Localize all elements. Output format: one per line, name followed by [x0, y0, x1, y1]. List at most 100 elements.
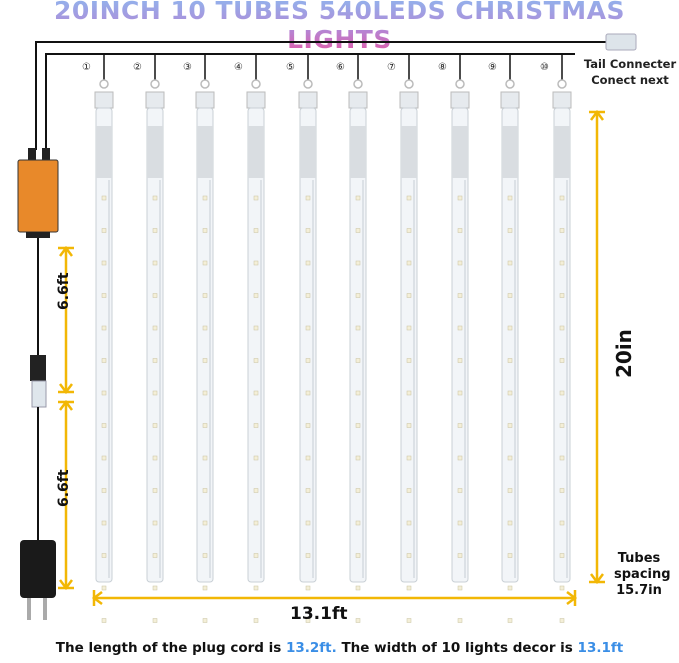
led — [457, 293, 463, 298]
led — [507, 293, 513, 298]
led — [355, 520, 361, 526]
led — [559, 325, 565, 331]
led — [101, 325, 107, 331]
led — [457, 423, 463, 428]
led — [355, 325, 361, 331]
led — [406, 293, 412, 298]
led — [152, 325, 158, 331]
tube-number: ⑧ — [438, 62, 447, 73]
led — [253, 358, 259, 363]
led — [559, 455, 565, 461]
led — [355, 423, 361, 428]
led — [305, 228, 311, 233]
led — [101, 585, 107, 591]
led — [152, 585, 158, 591]
led — [507, 325, 513, 331]
hanger-hook-icon — [99, 79, 109, 89]
led — [253, 618, 259, 623]
led — [305, 260, 311, 266]
led — [457, 228, 463, 233]
led — [406, 455, 412, 461]
hanger-hook-icon — [150, 79, 160, 89]
led — [101, 455, 107, 461]
led — [406, 423, 412, 428]
led — [253, 455, 259, 461]
led — [355, 553, 361, 558]
tube-number: ⑩ — [540, 62, 549, 73]
led — [457, 520, 463, 526]
decor-width-value: 13.1ft — [577, 640, 624, 656]
led — [202, 260, 208, 266]
led — [559, 618, 565, 623]
led-tube — [348, 79, 368, 623]
led — [305, 455, 311, 461]
led — [202, 358, 208, 363]
led — [355, 618, 361, 623]
hanger-hook-icon — [251, 79, 261, 89]
led — [355, 195, 361, 201]
led — [202, 520, 208, 526]
led — [202, 390, 208, 396]
hanger-hook-icon — [303, 79, 313, 89]
led — [406, 553, 412, 558]
led — [101, 553, 107, 558]
led — [559, 228, 565, 233]
led — [457, 260, 463, 266]
led — [507, 390, 513, 396]
led — [152, 195, 158, 201]
led — [101, 423, 107, 428]
led — [355, 488, 361, 493]
led — [507, 260, 513, 266]
led — [406, 325, 412, 331]
led-tube — [399, 79, 419, 623]
led — [406, 520, 412, 526]
led — [101, 488, 107, 493]
hanger-hook-icon — [404, 79, 414, 89]
led-tube — [298, 79, 318, 623]
led — [305, 553, 311, 558]
led — [507, 195, 513, 201]
led-tube — [450, 79, 470, 623]
led — [507, 520, 513, 526]
led — [507, 553, 513, 558]
led — [355, 358, 361, 363]
tail-connector-label: Tail Connecter Conect next — [578, 56, 679, 88]
led — [253, 488, 259, 493]
led — [101, 293, 107, 298]
led — [305, 520, 311, 526]
led — [559, 553, 565, 558]
led — [152, 488, 158, 493]
led — [202, 455, 208, 461]
power-adapter-icon — [17, 159, 59, 233]
tube-number: ⑤ — [286, 62, 295, 73]
led — [507, 228, 513, 233]
led-tube — [195, 79, 215, 623]
hanger-hook-icon — [505, 79, 515, 89]
led — [507, 585, 513, 591]
cord-length-value: 13.2ft. — [286, 640, 337, 656]
led — [152, 553, 158, 558]
led — [253, 195, 259, 201]
led — [507, 423, 513, 428]
led — [406, 585, 412, 591]
led — [202, 585, 208, 591]
led — [101, 618, 107, 623]
led — [152, 228, 158, 233]
led — [457, 553, 463, 558]
led — [152, 520, 158, 526]
led — [253, 228, 259, 233]
led — [406, 618, 412, 623]
tube-number: ① — [82, 62, 91, 73]
led — [406, 358, 412, 363]
led-tube — [500, 79, 520, 623]
led-tube — [145, 79, 165, 623]
led — [507, 358, 513, 363]
led — [101, 520, 107, 526]
led — [406, 488, 412, 493]
hanger-hook-icon — [455, 79, 465, 89]
led — [253, 293, 259, 298]
led — [202, 618, 208, 623]
hanger-hook-icon — [353, 79, 363, 89]
